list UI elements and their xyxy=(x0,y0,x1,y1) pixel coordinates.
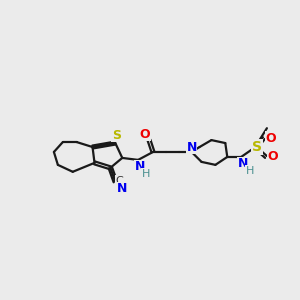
Text: N: N xyxy=(135,160,145,173)
Text: O: O xyxy=(140,128,150,141)
Text: C: C xyxy=(116,176,123,186)
Text: S: S xyxy=(252,140,262,154)
Text: N: N xyxy=(117,182,128,195)
Text: O: O xyxy=(266,132,276,145)
Text: N: N xyxy=(186,140,197,154)
Text: H: H xyxy=(246,166,254,176)
Text: O: O xyxy=(268,150,278,164)
Text: S: S xyxy=(112,129,121,142)
Text: H: H xyxy=(142,169,150,179)
Text: N: N xyxy=(238,158,248,170)
